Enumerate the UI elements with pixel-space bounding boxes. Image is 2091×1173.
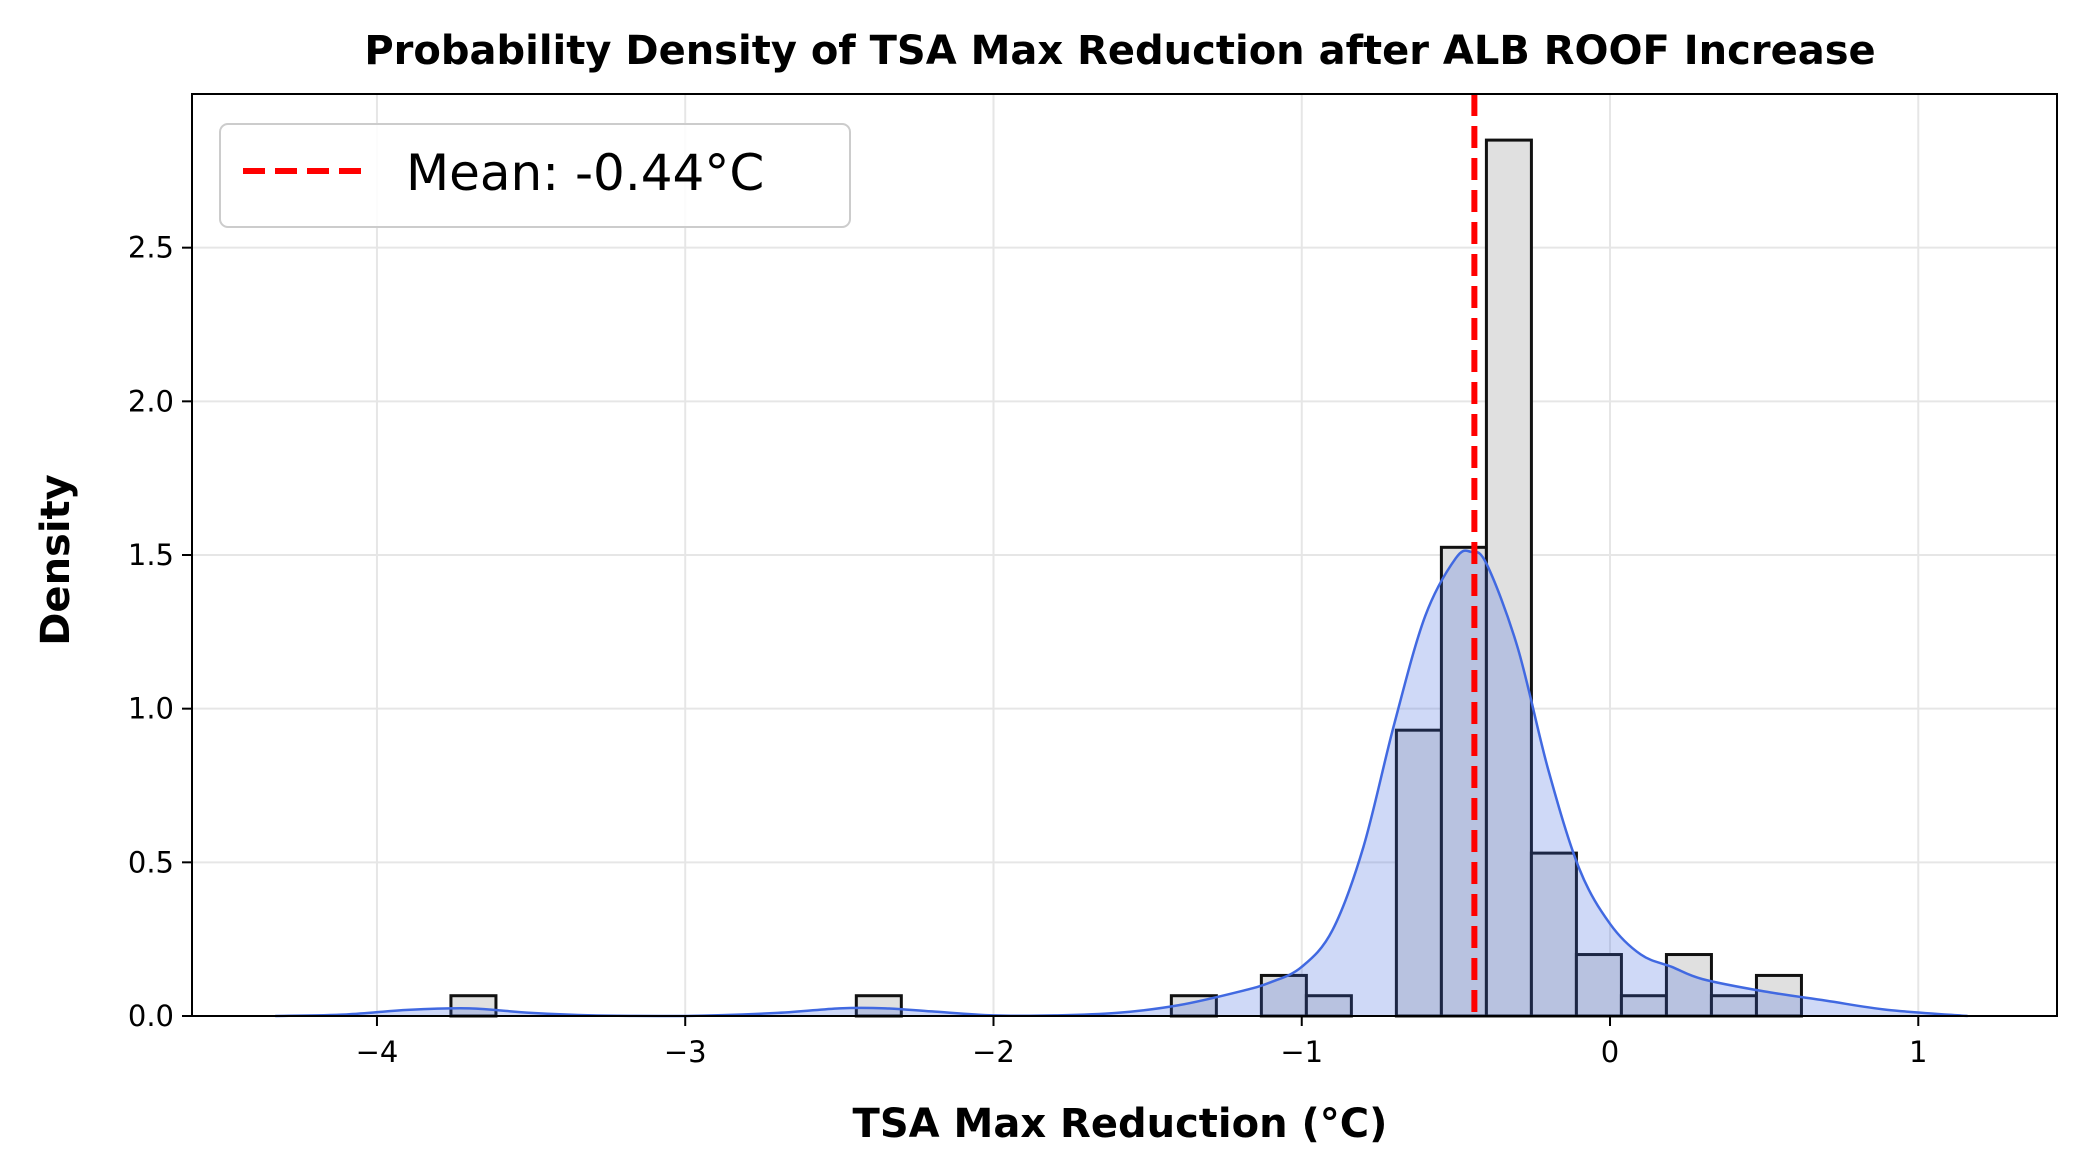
x-tick-label-3: −1 bbox=[1280, 1035, 1323, 1069]
y-tick-label-5: 2.5 bbox=[128, 231, 174, 265]
x-tick-label-0: −4 bbox=[356, 1035, 399, 1069]
x-tick-label-2: −2 bbox=[972, 1035, 1015, 1069]
histogram-bar-9 bbox=[1574, 953, 1623, 1018]
y-tick-label-0: 0.0 bbox=[128, 999, 174, 1033]
x-tick-label-1: −3 bbox=[664, 1035, 707, 1069]
y-tick-label-3: 1.5 bbox=[128, 538, 174, 572]
x-tick-label-4: 0 bbox=[1601, 1035, 1619, 1069]
legend: Mean: -0.44°C bbox=[219, 123, 851, 228]
y-axis-label: Density bbox=[33, 474, 79, 646]
axis-ticks: −4 −3 −2 −1 0 1 0.0 0.5 1.0 1.5 2.0 2.5 bbox=[128, 231, 1928, 1069]
kde-fill bbox=[275, 550, 1968, 1016]
legend-box bbox=[219, 123, 851, 228]
y-tick-label-1: 0.5 bbox=[128, 845, 174, 879]
y-tick-label-4: 2.0 bbox=[128, 384, 174, 418]
y-tick-label-2: 1.0 bbox=[128, 692, 174, 726]
x-tick-label-5: 1 bbox=[1909, 1035, 1927, 1069]
legend-mean-label: Mean: -0.44°C bbox=[406, 144, 764, 202]
histogram-bar-13 bbox=[1754, 973, 1803, 1018]
chart-title: Probability Density of TSA Max Reduction… bbox=[364, 28, 1875, 74]
histogram-bar-6 bbox=[1439, 545, 1488, 1018]
x-axis-label: TSA Max Reduction (°C) bbox=[853, 1101, 1388, 1147]
histogram-bar-8 bbox=[1529, 851, 1578, 1018]
